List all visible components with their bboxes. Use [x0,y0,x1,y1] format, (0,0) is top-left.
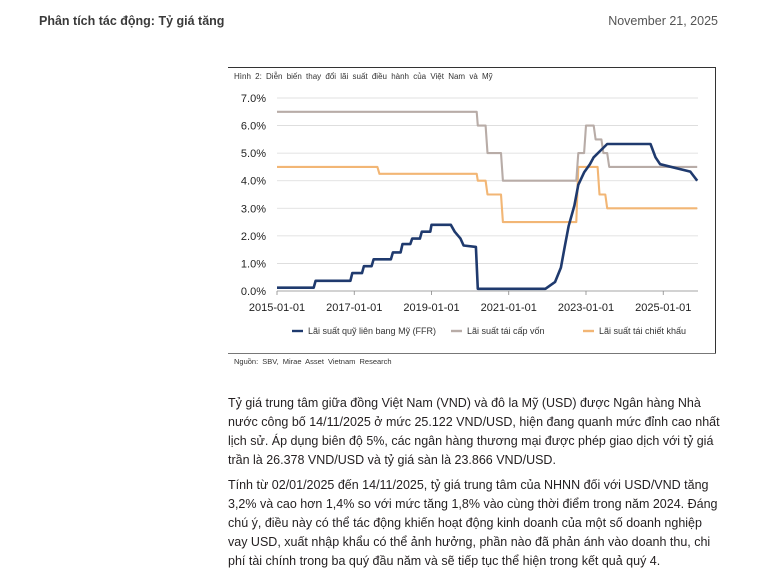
y-tick-label: 4.0% [241,176,266,188]
x-tick-label: 2015-01-01 [249,302,305,314]
y-tick-label: 0.0% [241,286,266,298]
x-tick-label: 2025-01-01 [635,302,691,314]
x-tick-label: 2021-01-01 [481,302,537,314]
interest-rate-line-chart: 0.0% 1.0% 2.0% 3.0% 4.0% 5.0% 6.0% 7.0% 2015-01-… [241,93,699,336]
figure-bottom-rule [228,353,716,354]
report-section-title: Phân tích tác động: Tỷ giá tăng [39,14,225,28]
legend-label-ffr: Lãi suất quỹ liên bang Mỹ (FFR) [308,326,436,336]
y-tick-label: 7.0% [241,93,266,105]
figure-caption: Hình 2: Diễn biến thay đổi lãi suất điều… [234,72,493,81]
y-tick-label: 2.0% [241,231,266,243]
figure-right-rule [715,67,716,353]
series-line-refinancing [277,110,698,182]
x-tick-label: 2017-01-01 [326,302,382,314]
y-tick-label: 1.0% [241,258,266,270]
series-line-ffr [277,142,699,291]
x-tick-label: 2023-01-01 [558,302,614,314]
report-date: November 21, 2025 [608,14,718,28]
figure-source: Nguồn: SBV, Mirae Asset Vietnam Research [234,357,392,366]
y-tick-label: 5.0% [241,148,266,160]
legend-label-refinancing: Lãi suất tái cấp vốn [467,326,545,336]
figure-top-rule [228,67,716,68]
y-tick-label: 6.0% [241,121,266,133]
paragraph-rate-change: Tính từ 02/01/2025 đến 14/11/2025, tỷ gi… [228,478,718,568]
x-tick-label: 2019-01-01 [403,302,459,314]
y-tick-label: 3.0% [241,203,266,215]
series-line-discount [277,165,698,224]
paragraph-exchange-rate: Tỷ giá trung tâm giữa đồng Việt Nam (VND… [228,396,720,467]
figure-container: Hình 2: Diễn biến thay đổi lãi suất điều… [228,67,716,369]
legend-label-discount: Lãi suất tái chiết khấu [599,326,686,336]
